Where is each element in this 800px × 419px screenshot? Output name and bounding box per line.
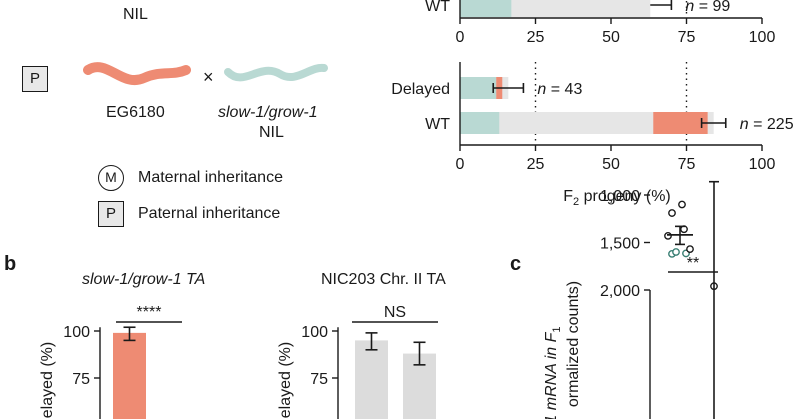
panel-c-letter: c [510,253,522,275]
maternal-legend-label: Maternal inheritance [138,169,283,186]
x-tick-label-100: 100 [749,29,776,46]
c-point-g1-3 [686,245,694,254]
paternal-box-icon: P [22,66,48,92]
bar-gray-1 [460,112,714,134]
c-point-g1-2 [672,248,680,256]
strain-left-label: EG6180 [106,104,165,121]
bar-teal-0 [460,77,497,99]
b2-y-label: elayed (%) [277,342,294,418]
c-y-label-line2: ormalized counts) [565,281,582,407]
worm-right-body [224,63,328,82]
chart-b2-title: NIC203 Chr. II TA [321,271,446,288]
top-nil-label: NIL [123,6,148,23]
c-point-g1-4 [664,231,672,240]
x-axis-label: F2 progeny (%) [563,188,671,208]
chart-b: 1007550****elayed (%)1007550NSelayed (%) [39,304,438,419]
chart-a-top: WT n = 99 0 25 50 75 100 [425,0,776,46]
b1-sig-label: **** [137,304,162,321]
b2-bar-0 [355,340,388,419]
b2-y-tick-label-100: 100 [301,324,328,341]
chart-b1-title: slow-1/grow-1 TA [82,271,206,288]
chart-a-bottom: Delayed n = 43 WT n = 225 0 25 50 75 100 F2 proge… [391,62,794,208]
x-tick-label-75: 75 [678,156,696,173]
x-tick-label-50: 50 [602,156,620,173]
strain-right-label: slow-1/grow-1 [218,104,318,121]
c-y-tick-label-2000: 2,000 [600,283,640,300]
b1-y-label: elayed (%) [39,342,56,418]
n-label-0: n = 43 [537,81,582,98]
bar-salmon-1 [653,112,708,134]
maternal-legend-icon: M [98,165,124,191]
b1-y-tick-label-75: 75 [72,371,90,388]
x-tick-label-25: 25 [527,29,545,46]
x-tick-label-25: 25 [527,156,545,173]
worm-left-icon [83,62,191,85]
n-label-0: n = 99 [685,0,730,15]
bar-teal-0 [460,0,512,17]
paternal-legend-icon: P [98,201,124,227]
n-label-1: n = 225 [740,116,794,133]
c-y-tick-label-1500: 1,500 [600,236,640,253]
strain-right-sub-label: NIL [259,124,284,141]
x-tick-label-75: 75 [678,29,696,46]
c-point-g1-6 [668,209,676,217]
b2-sig-label: NS [384,304,406,321]
row-label-1: WT [425,116,450,133]
x-tick-label-0: 0 [456,29,465,46]
c-y-label-line1: 1 mRNA in F1 [543,326,563,419]
row-label-0: WT [425,0,450,15]
b1-y-tick-label-100: 100 [63,324,90,341]
c-sig-label: ** [687,255,699,272]
x-tick-label-50: 50 [602,29,620,46]
worm-right-icon [224,63,328,82]
row-label-0: Delayed [391,81,450,98]
panel-b-letter: b [4,253,17,275]
paternal-legend-label: Paternal inheritance [138,205,281,222]
c-point-g1-7 [678,200,686,209]
x-tick-label-0: 0 [456,156,465,173]
bar-teal-1 [460,112,500,134]
x-tick-label-100: 100 [749,156,776,173]
b2-y-tick-label-75: 75 [310,371,328,388]
c-y-tick-label-1000: 1,000 [600,188,640,205]
worm-left-body [83,62,191,85]
b1-bar-0 [113,332,146,419]
cross-symbol: × [203,67,214,87]
